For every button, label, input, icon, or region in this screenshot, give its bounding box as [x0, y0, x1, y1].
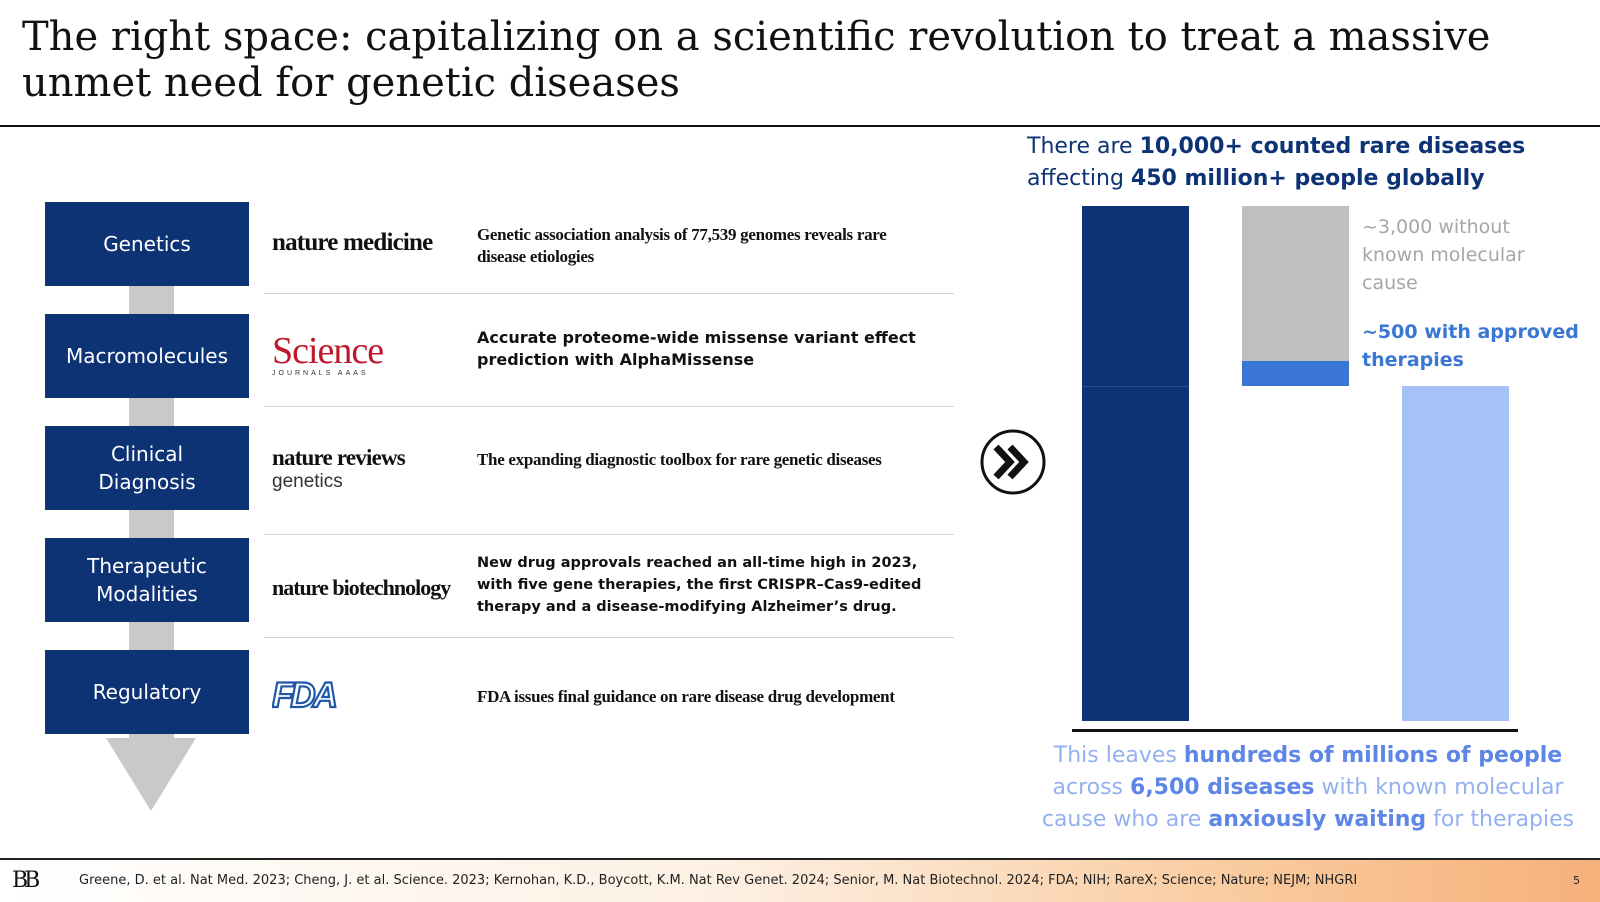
flow-step-macromolecules: Macromolecules [45, 314, 249, 398]
flow-step-genetics: Genetics [45, 202, 249, 286]
footer: BB Greene, D. et al. Nat Med. 2023; Chen… [0, 858, 1600, 902]
science-logo: Science JOURNALS AAAS [272, 330, 384, 377]
bar-awaiting-therapies [1402, 386, 1509, 721]
company-logo: BB [12, 868, 40, 893]
headline-therapeutic-modalities: New drug approvals reached an all-time h… [477, 555, 922, 615]
row-divider [264, 534, 954, 535]
flow-step-regulatory: Regulatory [45, 650, 249, 734]
flow-step-clinical-diagnosis: Clinical Diagnosis [45, 426, 249, 510]
annotation-no-known-cause: ~3,000 without known molecular cause [1362, 216, 1525, 294]
page-number: 5 [1573, 874, 1580, 887]
footer-citations: Greene, D. et al. Nat Med. 2023; Cheng, … [79, 873, 1358, 888]
fda-logo-icon: FDA [271, 675, 340, 716]
headline-regulatory: FDA issues final guidance on rare diseas… [477, 687, 895, 706]
waiting-summary: This leaves hundreds of millions of peop… [1041, 743, 1575, 832]
svg-text:FDA: FDA [272, 677, 336, 711]
flow-step-therapeutic-modalities: Therapeutic Modalities [45, 538, 249, 622]
rare-disease-stat: There are 10,000+ counted rare diseases … [1027, 134, 1526, 191]
row-divider [264, 406, 954, 407]
annotation-approved-therapies: ~500 with approved therapies [1362, 321, 1579, 371]
page-title: The right space: capitalizing on a scien… [22, 14, 1491, 106]
double-chevron-right-icon [980, 429, 1046, 495]
fda-logo: FDA [271, 675, 352, 716]
bar-total-divider [1082, 386, 1189, 388]
row-divider [264, 293, 954, 294]
headline-clinical-diagnosis: The expanding diagnostic toolbox for rar… [477, 450, 882, 469]
headline-genetics: Genetic association analysis of 77,539 g… [477, 225, 887, 266]
bar-segment-approved-therapies [1242, 360, 1349, 387]
nature-biotechnology-logo: nature biotechnology [272, 575, 451, 600]
nature-reviews-genetics-logo: nature reviews genetics [272, 445, 406, 493]
row-divider [264, 637, 954, 638]
title-divider [0, 125, 1600, 127]
bar-segment-no-known-cause [1242, 206, 1349, 361]
headline-macromolecules: Accurate proteome-wide missense variant … [477, 328, 916, 369]
nature-medicine-logo: nature medicine [272, 229, 433, 256]
chart-axis [1072, 729, 1518, 732]
flow-arrow-down-icon [106, 738, 196, 811]
bar-total-rare-diseases [1082, 206, 1189, 721]
